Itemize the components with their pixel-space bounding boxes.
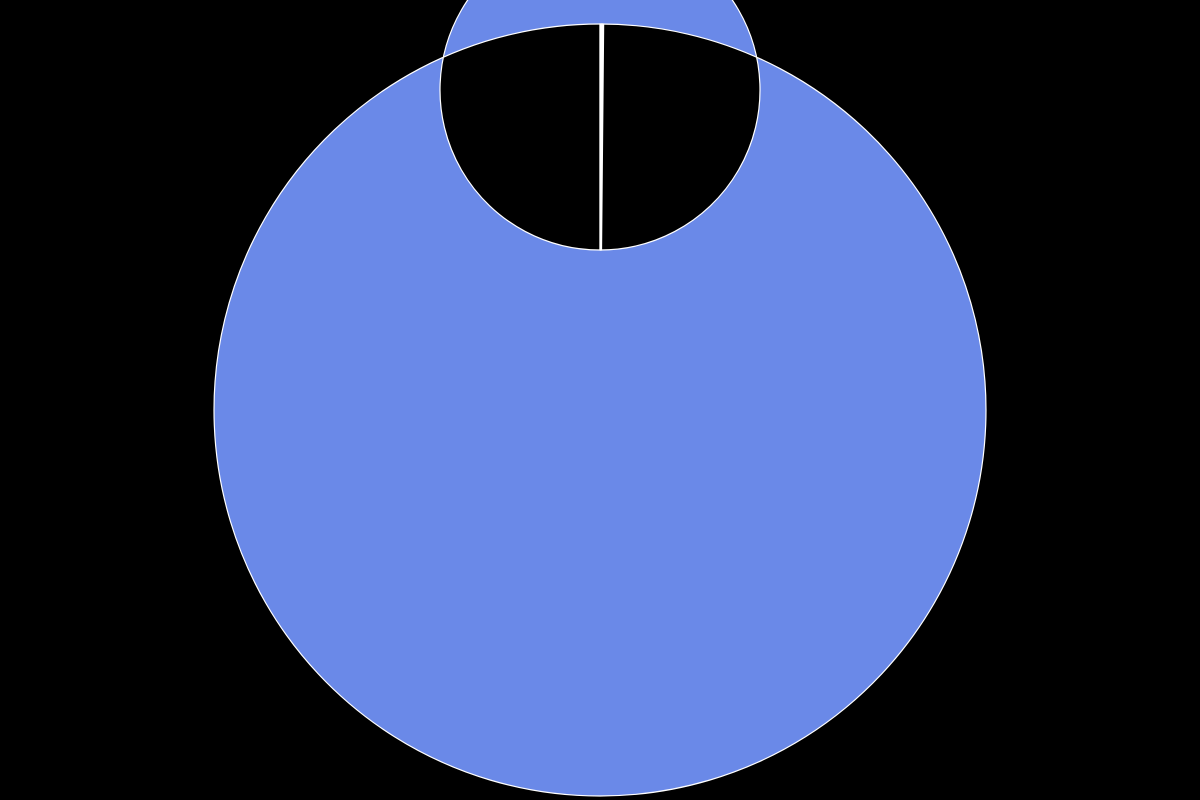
donut-chart [0, 0, 1200, 800]
chart-canvas [0, 0, 1200, 800]
